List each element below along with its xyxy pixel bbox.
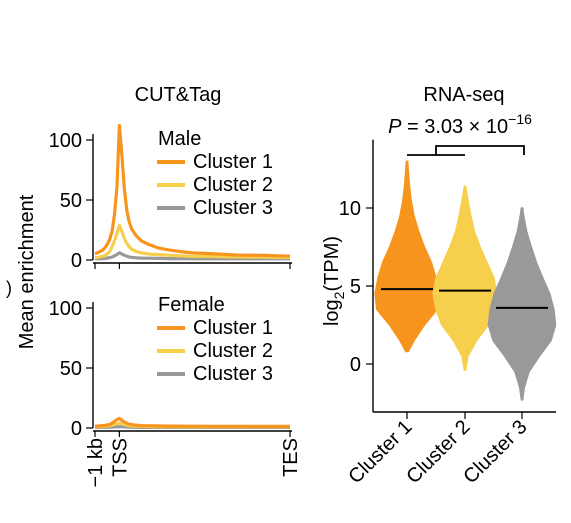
p-value-text: = 3.03 × 10 (401, 116, 508, 138)
y-tick-label: 0 (350, 354, 361, 376)
bracket-to-cluster3 (435, 145, 525, 155)
violin-3 (487, 207, 557, 401)
cuttag-title: CUT&Tag (135, 84, 222, 106)
x-tick-label: −1 kb (85, 438, 107, 487)
series-line-3 (95, 251, 290, 261)
p-letter: P (388, 116, 402, 138)
p-value-label: P = 3.03 × 10−16 (388, 111, 532, 138)
x-tick-labels: −1 kb TSS TES (85, 438, 302, 487)
legend-label-3: Cluster 3 (193, 363, 273, 385)
rnaseq-title: RNA-seq (423, 84, 504, 106)
y-tick-label: 10 (339, 198, 361, 220)
legend-label-2: Cluster 2 (193, 340, 273, 362)
legend-label-1: Cluster 1 (193, 151, 273, 173)
p-value-exponent: −16 (508, 111, 532, 127)
legend-label-2: Cluster 2 (193, 174, 273, 196)
series-line-2 (95, 223, 291, 260)
series-line-1 (94, 416, 290, 428)
log2-tpm-base: log (321, 299, 343, 326)
y-tick-label: 0 (71, 418, 82, 440)
legend-title: Male (158, 128, 201, 150)
y-tick-label: 50 (60, 190, 82, 212)
legend-label-3: Cluster 3 (193, 197, 273, 219)
x-tick-label: TES (280, 438, 302, 477)
y-tick-label: 100 (49, 298, 82, 320)
x-tick-label: Cluster 1 (344, 416, 416, 488)
y-tick-label: 50 (60, 358, 82, 380)
legend-label-1: Cluster 1 (193, 317, 273, 339)
y-tick-label: 100 (49, 130, 82, 152)
x-tick-label: Cluster 3 (459, 416, 531, 488)
violin-2 (432, 185, 498, 371)
y-tick-label: 0 (71, 250, 82, 272)
x-tick-label: TSS (109, 438, 131, 477)
y-tick-label: 5 (350, 276, 361, 298)
mean-enrichment-label: Mean enrichment (16, 194, 38, 349)
violin-1 (374, 160, 440, 353)
stray-mark: ) (6, 278, 12, 298)
log2-tpm-sub: 2 (331, 291, 347, 299)
legend-title: Female (158, 294, 225, 316)
log2-tpm-rest: (TPM) (321, 236, 343, 292)
series-line-1 (94, 124, 291, 258)
log2-tpm-label: log2(TPM) (321, 236, 347, 326)
